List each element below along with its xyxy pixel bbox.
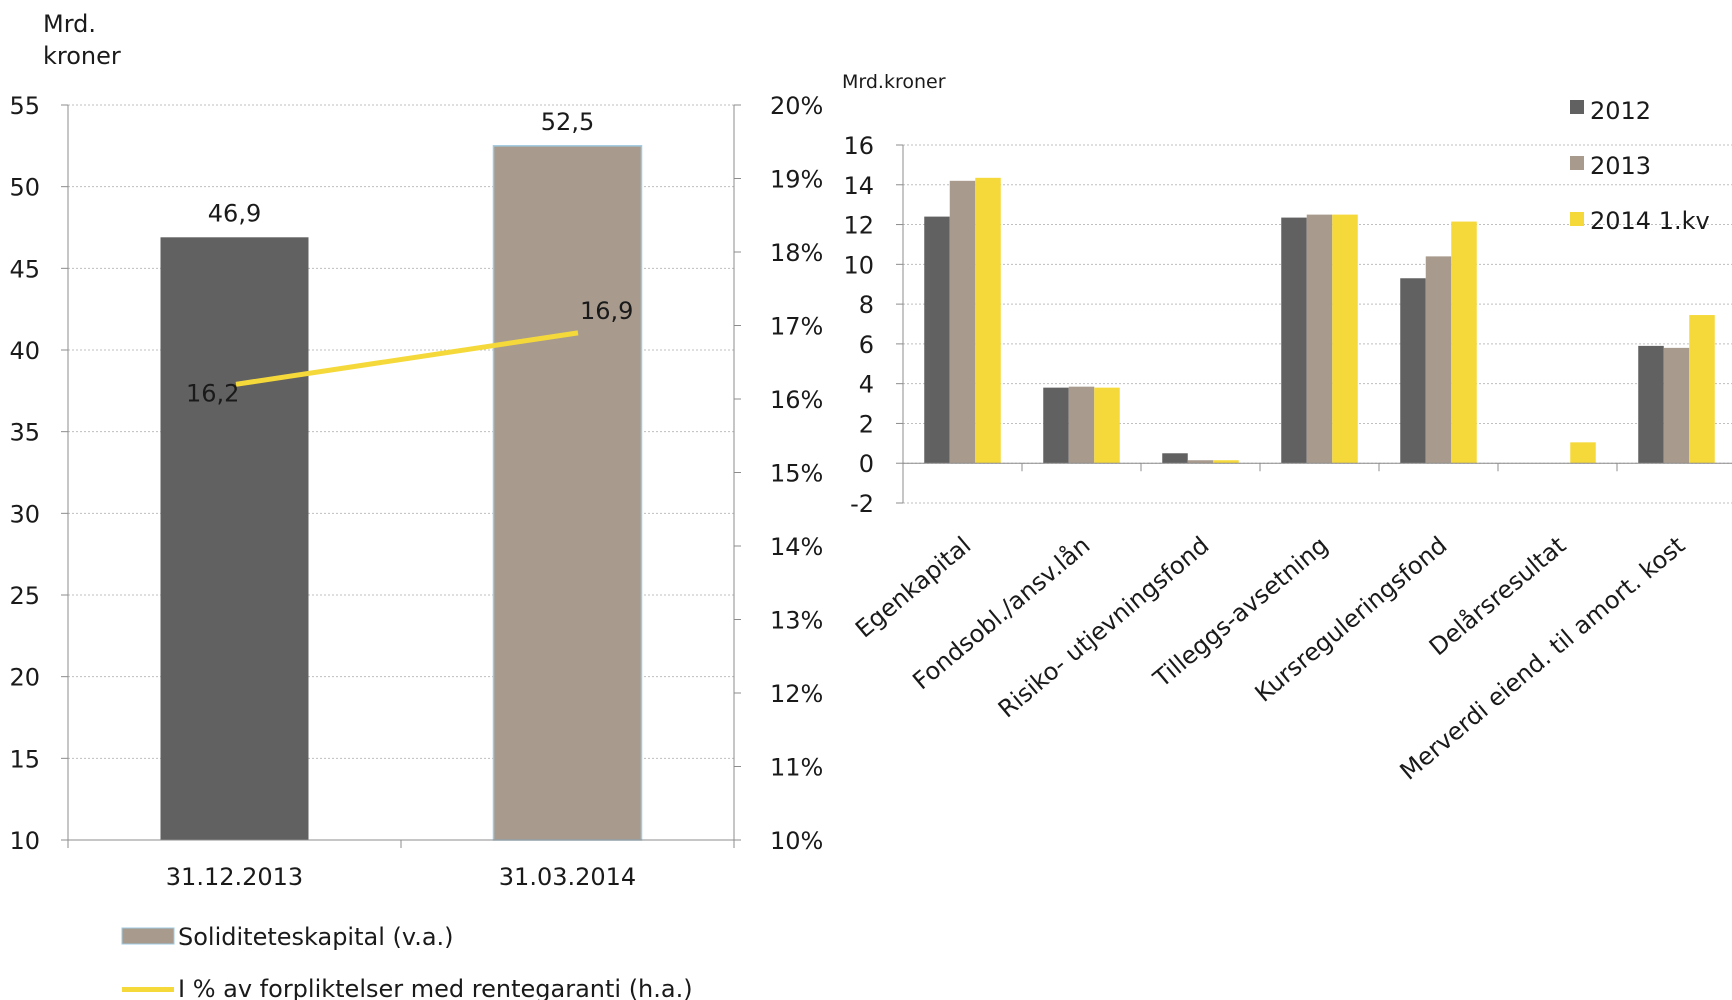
left-y-tick-label: 10 (9, 827, 40, 855)
legend-swatch-2013 (1570, 156, 1584, 170)
legend-label-2014-1kv: 2014 1.kv (1590, 207, 1710, 235)
left-y2-tick-label: 20% (770, 92, 823, 120)
left-y2-tick-label: 16% (770, 386, 823, 414)
right-axes (896, 144, 1732, 504)
left-y-tick-label: 45 (9, 255, 40, 283)
bar-2013-2 (1187, 460, 1214, 464)
right-legend: 2012 2013 2014 1.kv (1570, 97, 1710, 235)
left-y2-tick-labels: 10% 11% 12% 13% 14% 15% 16% 17% 18% 19% 20% (770, 92, 823, 855)
legend-label-percent-line: I % av forpliktelser med rentegaranti (h… (178, 975, 693, 1000)
line-value-label: 16,9 (580, 297, 633, 325)
capital-components-chart: Mrd.kroner -2 0 2 4 6 8 10 12 14 16 EgenkapitalFo… (842, 71, 1732, 786)
legend-swatch-2014-1kv (1570, 212, 1584, 226)
bar-value-label: 52,5 (541, 108, 594, 136)
right-y-tick-label: 2 (859, 410, 874, 438)
bar-2013-0 (949, 180, 976, 464)
left-y-tick-label: 25 (9, 582, 40, 610)
left-y2-tick-label: 11% (770, 754, 823, 782)
right-y-tick-label: 14 (843, 172, 874, 200)
right-y-tick-labels: -2 0 2 4 6 8 10 12 14 16 (843, 132, 874, 518)
bar-value-label: 46,9 (208, 199, 261, 227)
bar-2014 1.kv-1 (1094, 387, 1120, 464)
left-data-labels: 46,9 52,5 16,2 16,9 (186, 108, 633, 407)
bar-2014 1.kv-6 (1689, 315, 1715, 464)
right-y-tick-label: 10 (843, 251, 874, 279)
left-y-tick-label: 20 (9, 664, 40, 692)
bar-2013-4 (1425, 256, 1452, 464)
bar-2012-0 (924, 216, 950, 464)
right-bars (924, 177, 1715, 464)
right-x-tick-label: Kursreguleringsfond (1250, 531, 1453, 707)
left-y2-tick-label: 10% (770, 827, 823, 855)
left-legend: Soliditeteskapital (v.a.) I % av forplik… (121, 923, 693, 1000)
legend-label-2013: 2013 (1590, 152, 1651, 180)
left-x-tick-labels: 31.12.2013 31.03.2014 (166, 863, 636, 891)
left-y2-tick-label: 15% (770, 460, 823, 488)
line-value-label: 16,2 (186, 379, 239, 407)
bar-2012-2 (1162, 453, 1188, 464)
right-x-tick-label: Egenkapital (850, 531, 976, 643)
right-x-tick-label: Risiko- utjevningsfond (993, 531, 1214, 723)
percent-line (235, 330, 579, 387)
left-x-tick-label: 31.12.2013 (166, 863, 303, 891)
legend-label-2012: 2012 (1590, 97, 1651, 125)
legend-swatch-2012 (1570, 100, 1584, 114)
left-axes (61, 104, 741, 848)
bar-2013-3 (1306, 214, 1333, 464)
right-y-tick-label: 12 (843, 212, 874, 240)
bar-2013-6 (1663, 347, 1690, 464)
left-y2-tick-label: 19% (770, 166, 823, 194)
left-y-tick-label: 30 (9, 500, 40, 528)
left-y-tick-label: 15 (9, 745, 40, 773)
left-bars (160, 145, 643, 841)
left-gridlines (68, 104, 734, 759)
bar-2014 1.kv-3 (1332, 214, 1358, 464)
left-y-tick-label: 50 (9, 174, 40, 202)
right-y-tick-label: 6 (859, 331, 874, 359)
left-y2-tick-label: 18% (770, 239, 823, 267)
left-y2-tick-label: 14% (770, 533, 823, 561)
bar-2012-4 (1400, 278, 1426, 464)
left-x-tick-label: 31.03.2014 (499, 863, 636, 891)
legend-label-soliditeteskapital: Soliditeteskapital (v.a.) (178, 923, 454, 951)
left-percent-line (235, 330, 579, 387)
left-y2-tick-label: 12% (770, 680, 823, 708)
right-unit-label: Mrd.kroner (842, 71, 946, 93)
bar-2014 1.kv-4 (1451, 221, 1477, 464)
left-y-tick-label: 55 (9, 92, 40, 120)
legend-swatch-soliditeteskapital (121, 927, 175, 945)
left-y2-tick-label: 17% (770, 313, 823, 341)
bar-2012-1 (1043, 387, 1069, 464)
left-y-tick-label: 35 (9, 419, 40, 447)
bar-2014 1.kv-2 (1213, 460, 1239, 464)
left-unit-label-line2: kroner (43, 42, 121, 70)
bar-31.12.2013 (160, 237, 309, 841)
bar-2012-6 (1638, 345, 1664, 464)
right-y-tick-label: 16 (843, 132, 874, 160)
right-y-tick-label: 8 (859, 291, 874, 319)
bar-2014 1.kv-5 (1570, 442, 1596, 464)
right-y-tick-label: 0 (859, 450, 874, 478)
bar-31.03.2014 (492, 145, 643, 841)
left-unit-label-line1: Mrd. (43, 10, 96, 38)
left-y-tick-label: 40 (9, 337, 40, 365)
legend-swatch-percent-line (122, 987, 174, 992)
bar-2012-3 (1281, 217, 1307, 464)
right-y-tick-label: -2 (850, 490, 874, 518)
left-y-tick-labels: 10 15 20 25 30 35 40 45 50 55 (9, 92, 40, 855)
bar-2014 1.kv-0 (975, 177, 1001, 464)
right-y-tick-label: 4 (859, 371, 874, 399)
bar-2013-1 (1068, 386, 1095, 464)
left-y2-tick-label: 13% (770, 607, 823, 635)
